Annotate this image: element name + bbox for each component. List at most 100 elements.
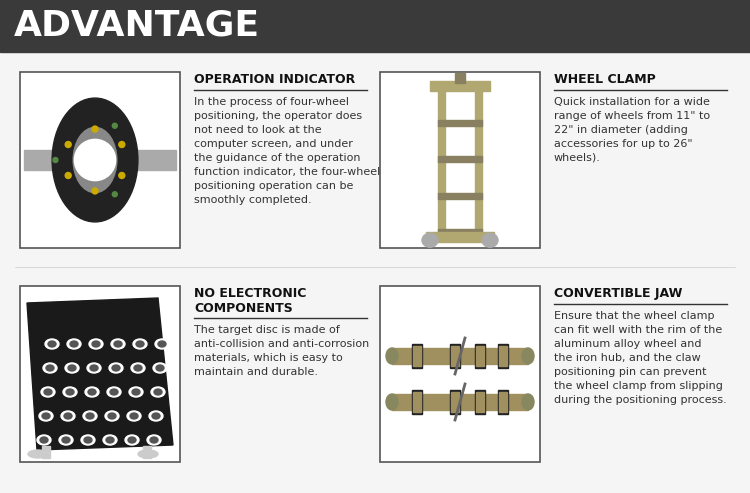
- Ellipse shape: [108, 413, 116, 419]
- Ellipse shape: [136, 341, 144, 347]
- Ellipse shape: [70, 341, 78, 347]
- Ellipse shape: [48, 341, 56, 347]
- Bar: [438, 193, 482, 199]
- Bar: [450, 344, 460, 368]
- Ellipse shape: [67, 339, 81, 349]
- Bar: [438, 156, 482, 162]
- Ellipse shape: [90, 365, 98, 371]
- Bar: [475, 344, 485, 368]
- Ellipse shape: [41, 387, 55, 397]
- Bar: [438, 120, 482, 126]
- Circle shape: [112, 192, 117, 197]
- Ellipse shape: [132, 389, 140, 395]
- Ellipse shape: [44, 389, 52, 395]
- Ellipse shape: [150, 437, 158, 443]
- Ellipse shape: [64, 413, 72, 419]
- Ellipse shape: [109, 363, 123, 373]
- Text: NO ELECTRONIC
COMPONENTS: NO ELECTRONIC COMPONENTS: [194, 287, 306, 315]
- Ellipse shape: [422, 233, 438, 247]
- Text: ADVANTAGE: ADVANTAGE: [14, 9, 260, 43]
- Ellipse shape: [83, 411, 97, 421]
- Ellipse shape: [68, 365, 76, 371]
- Ellipse shape: [154, 389, 162, 395]
- Ellipse shape: [522, 348, 534, 364]
- Bar: [20, 72, 180, 248]
- Ellipse shape: [39, 411, 53, 421]
- Bar: [413, 392, 421, 412]
- Bar: [438, 83, 482, 89]
- Ellipse shape: [134, 365, 142, 371]
- Ellipse shape: [86, 413, 94, 419]
- Ellipse shape: [158, 341, 166, 347]
- Ellipse shape: [522, 394, 534, 410]
- Ellipse shape: [92, 341, 100, 347]
- Ellipse shape: [28, 450, 48, 458]
- Text: CONVERTIBLE JAW: CONVERTIBLE JAW: [554, 287, 682, 300]
- Text: In the process of four-wheel
positioning, the operator does
not need to look at : In the process of four-wheel positioning…: [194, 97, 380, 205]
- Ellipse shape: [138, 450, 158, 458]
- Ellipse shape: [66, 389, 74, 395]
- Bar: [475, 86, 482, 232]
- Bar: [0, 0, 750, 52]
- Ellipse shape: [43, 363, 57, 373]
- Bar: [451, 392, 459, 412]
- Bar: [412, 344, 422, 368]
- Ellipse shape: [61, 411, 75, 421]
- Bar: [42, 446, 50, 458]
- Bar: [24, 150, 176, 170]
- Bar: [426, 232, 494, 242]
- Ellipse shape: [386, 394, 398, 410]
- Ellipse shape: [40, 437, 48, 443]
- Ellipse shape: [107, 387, 121, 397]
- Circle shape: [112, 123, 117, 128]
- Ellipse shape: [482, 233, 498, 247]
- Ellipse shape: [85, 387, 99, 397]
- Ellipse shape: [74, 127, 117, 193]
- Bar: [499, 346, 507, 366]
- Ellipse shape: [112, 365, 120, 371]
- Ellipse shape: [65, 363, 79, 373]
- Ellipse shape: [81, 435, 95, 445]
- Bar: [380, 286, 540, 462]
- Bar: [476, 392, 484, 412]
- Circle shape: [118, 173, 124, 178]
- Ellipse shape: [114, 341, 122, 347]
- Bar: [413, 346, 421, 366]
- Ellipse shape: [147, 435, 161, 445]
- Circle shape: [92, 188, 98, 194]
- Bar: [430, 81, 490, 91]
- Ellipse shape: [52, 98, 138, 222]
- Ellipse shape: [110, 389, 118, 395]
- Ellipse shape: [106, 437, 114, 443]
- Bar: [476, 346, 484, 366]
- Ellipse shape: [151, 387, 165, 397]
- Ellipse shape: [128, 437, 136, 443]
- Ellipse shape: [84, 437, 92, 443]
- Circle shape: [65, 173, 71, 178]
- Ellipse shape: [155, 339, 169, 349]
- Ellipse shape: [62, 437, 70, 443]
- Bar: [450, 390, 460, 414]
- Ellipse shape: [45, 339, 59, 349]
- Circle shape: [92, 126, 98, 132]
- Bar: [475, 390, 485, 414]
- Ellipse shape: [37, 435, 51, 445]
- Ellipse shape: [156, 365, 164, 371]
- Bar: [380, 72, 540, 248]
- Ellipse shape: [129, 387, 143, 397]
- Ellipse shape: [152, 413, 160, 419]
- Text: OPERATION INDICATOR: OPERATION INDICATOR: [194, 73, 356, 86]
- Ellipse shape: [130, 413, 138, 419]
- Ellipse shape: [133, 339, 147, 349]
- Circle shape: [65, 141, 71, 147]
- Circle shape: [118, 141, 124, 147]
- Ellipse shape: [149, 411, 163, 421]
- Bar: [20, 286, 180, 462]
- Text: Quick installation for a wide
range of wheels from 11" to
22" in diameter (addin: Quick installation for a wide range of w…: [554, 97, 710, 163]
- Ellipse shape: [63, 387, 77, 397]
- Circle shape: [53, 157, 58, 163]
- Text: The target disc is made of
anti-collision and anti-corrosion
materials, which is: The target disc is made of anti-collisio…: [194, 325, 369, 377]
- Bar: [412, 390, 422, 414]
- Polygon shape: [27, 298, 173, 450]
- Bar: [392, 348, 528, 364]
